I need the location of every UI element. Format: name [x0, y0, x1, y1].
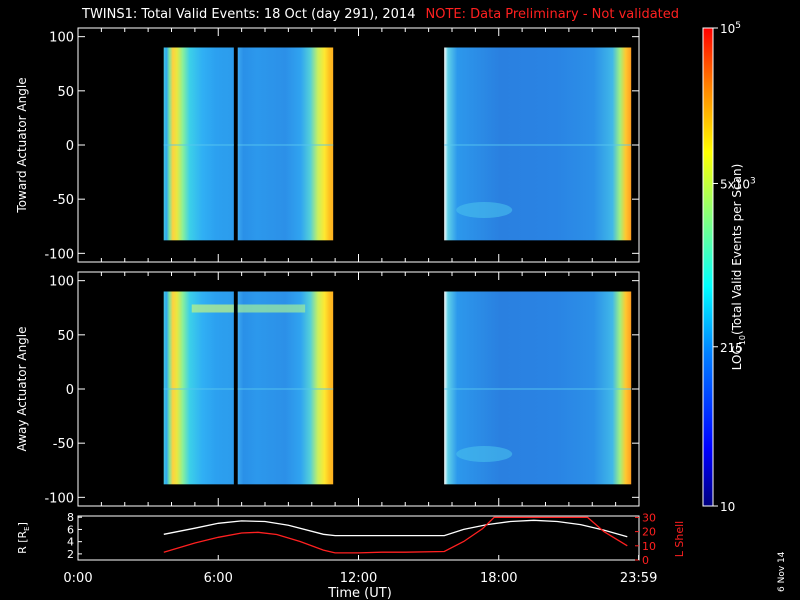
x-tick-label: 6:00	[204, 571, 233, 586]
colorbar-tick-label: 105	[720, 21, 741, 36]
y-tick-label: 100	[49, 275, 74, 290]
r-tick-label: 2	[67, 548, 74, 561]
lshell-line	[163, 516, 628, 554]
x-tick-label: 23:59	[620, 571, 657, 586]
y-tick-label: -50	[53, 193, 74, 208]
x-tick-label: 18:00	[480, 571, 517, 586]
heatmap-block	[237, 47, 334, 241]
x-axis-label: Time (UT)	[327, 586, 392, 600]
x-axis: 0:00 6:00 12:00 18:00 23:59	[63, 28, 657, 586]
heatmap-block	[237, 291, 334, 485]
y-tick-label: -100	[44, 491, 74, 506]
heatmap-block	[163, 47, 234, 241]
r-tick-label: 8	[67, 511, 74, 524]
r-tick-label: 6	[67, 523, 74, 536]
y-tick-label: 100	[49, 31, 74, 46]
y-axis-label: Away Actuator Angle	[15, 326, 29, 451]
x-tick-label: 12:00	[340, 571, 377, 586]
colorbar-ticks: 105 5x103 215 10	[713, 21, 756, 514]
lshell-tick-label: 20	[642, 526, 656, 539]
lshell-tick-label: 0	[642, 554, 649, 567]
lshell-tick-label: 10	[642, 540, 656, 553]
heatmap-feature	[456, 202, 513, 218]
y-axis-label: Toward Actuator Angle	[15, 77, 29, 213]
lshell-axis-label: L Shell	[673, 521, 686, 557]
r-line	[163, 519, 628, 538]
heatmap-blocks	[163, 291, 632, 485]
y-tick-label: -100	[44, 247, 74, 262]
colorbar-tick-label: 215	[720, 341, 743, 355]
y-tick-label: 50	[57, 85, 74, 100]
title-text: TWINS1: Total Valid Events: 18 Oct (day …	[82, 7, 416, 22]
y-axis: 100 50 0 -50 -100	[44, 275, 639, 506]
colorbar-label: LOG10(Total Valid Events per Scan)	[730, 164, 747, 371]
x-tick-label: 0:00	[63, 571, 92, 586]
heatmap-panel-away: 100 50 0 -50 -100 Away Actuator Angle	[15, 271, 640, 507]
y-tick-label: 50	[57, 329, 74, 344]
y-tick-label: 0	[66, 139, 74, 154]
lshell-tick-label: 30	[642, 511, 656, 524]
y-tick-label: -50	[53, 437, 74, 452]
heatmap-band	[237, 304, 306, 313]
colorbar-scale	[702, 27, 714, 507]
heatmap-blocks	[163, 47, 632, 241]
colorbar: 105 5x103 215 10 LOG10(Total Valid Events p…	[702, 21, 756, 514]
heatmap-panel-toward: 100 50 0 -50 -100 Toward Actuator Angle	[15, 27, 640, 263]
heatmap-band	[191, 304, 234, 313]
colorbar-tick-label: 10	[720, 500, 735, 514]
heatmap-feature	[456, 446, 513, 462]
y-tick-label: 0	[66, 383, 74, 398]
orbit-lines	[163, 516, 628, 554]
date-stamp: 6 Nov 14	[777, 551, 787, 592]
r-axis-label: R [RE]	[16, 522, 31, 554]
r-tick-label: 4	[67, 536, 74, 549]
y-axis: 100 50 0 -50 -100	[44, 31, 639, 262]
chart-title: TWINS1: Total Valid Events: 18 Oct (day …	[82, 7, 679, 22]
colorbar-tick-label: 5x103	[720, 176, 756, 191]
heatmap-block	[163, 291, 234, 485]
preliminary-note: NOTE: Data Preliminary - Not validated	[425, 7, 680, 22]
